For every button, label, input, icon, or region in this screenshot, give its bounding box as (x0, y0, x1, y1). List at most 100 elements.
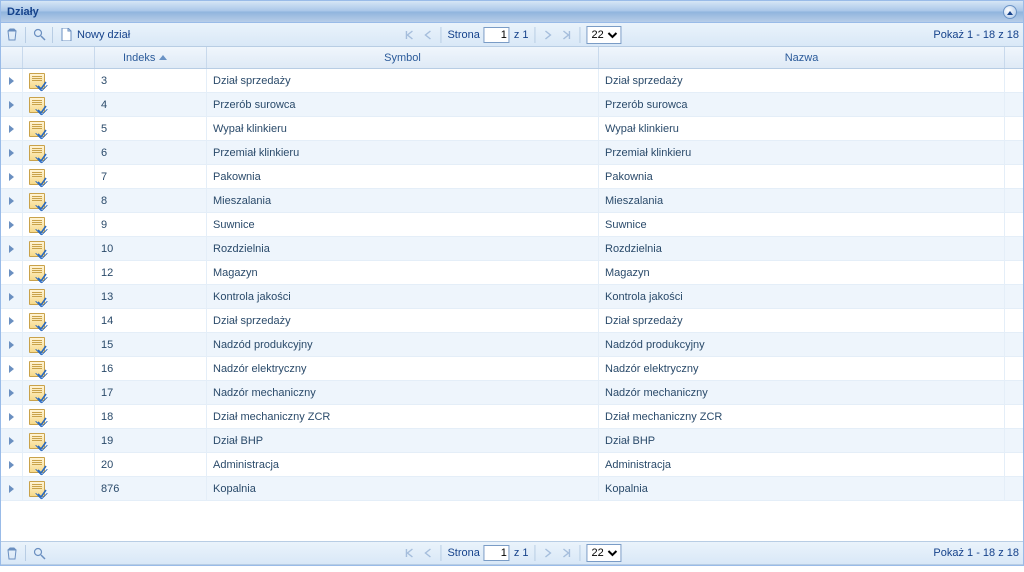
table-row[interactable]: 17Nadzór mechanicznyNadzór mechaniczny (1, 381, 1023, 405)
table-row[interactable]: 5Wypał klinkieruWypał klinkieru (1, 117, 1023, 141)
page-input[interactable] (484, 27, 510, 43)
edit-cell[interactable] (23, 117, 95, 140)
expand-cell[interactable] (1, 429, 23, 452)
edit-icon[interactable] (29, 241, 45, 257)
last-page-icon[interactable] (560, 546, 574, 560)
separator (535, 545, 536, 561)
table-row[interactable]: 16Nadzór elektrycznyNadzór elektryczny (1, 357, 1023, 381)
expand-cell[interactable] (1, 93, 23, 116)
edit-cell[interactable] (23, 237, 95, 260)
separator (440, 27, 441, 43)
expand-cell[interactable] (1, 213, 23, 236)
table-row[interactable]: 9SuwniceSuwnice (1, 213, 1023, 237)
header-nazwa[interactable]: Nazwa (599, 47, 1005, 68)
expand-cell[interactable] (1, 453, 23, 476)
search-icon[interactable] (32, 28, 46, 42)
edit-icon[interactable] (29, 457, 45, 473)
edit-icon[interactable] (29, 145, 45, 161)
edit-icon[interactable] (29, 73, 45, 89)
expand-cell[interactable] (1, 261, 23, 284)
table-row[interactable]: 10RozdzielniaRozdzielnia (1, 237, 1023, 261)
first-page-icon[interactable] (402, 28, 416, 42)
edit-cell[interactable] (23, 333, 95, 356)
table-row[interactable]: 7PakowniaPakownia (1, 165, 1023, 189)
separator (25, 545, 26, 561)
edit-icon[interactable] (29, 361, 45, 377)
edit-cell[interactable] (23, 69, 95, 92)
edit-cell[interactable] (23, 453, 95, 476)
expand-cell[interactable] (1, 381, 23, 404)
trash-icon[interactable] (5, 28, 19, 42)
header-symbol[interactable]: Symbol (207, 47, 599, 68)
edit-cell[interactable] (23, 357, 95, 380)
trash-icon[interactable] (5, 546, 19, 560)
table-row[interactable]: 13Kontrola jakościKontrola jakości (1, 285, 1023, 309)
page-size-select[interactable]: 22 (587, 544, 622, 562)
edit-cell[interactable] (23, 93, 95, 116)
edit-cell[interactable] (23, 189, 95, 212)
expand-cell[interactable] (1, 165, 23, 188)
sort-asc-icon (159, 55, 167, 60)
expand-cell[interactable] (1, 309, 23, 332)
edit-icon[interactable] (29, 217, 45, 233)
expand-cell[interactable] (1, 477, 23, 500)
table-row[interactable]: 14Dział sprzedażyDział sprzedaży (1, 309, 1023, 333)
table-row[interactable]: 3Dział sprzedażyDział sprzedaży (1, 69, 1023, 93)
edit-icon[interactable] (29, 409, 45, 425)
last-page-icon[interactable] (560, 28, 574, 42)
edit-cell[interactable] (23, 261, 95, 284)
new-item-button[interactable]: Nowy dział (59, 28, 130, 42)
table-row[interactable]: 20AdministracjaAdministracja (1, 453, 1023, 477)
expand-cell[interactable] (1, 285, 23, 308)
edit-cell[interactable] (23, 429, 95, 452)
edit-cell[interactable] (23, 405, 95, 428)
edit-icon[interactable] (29, 121, 45, 137)
edit-icon[interactable] (29, 265, 45, 281)
header-indeks[interactable]: Indeks (95, 47, 207, 68)
edit-cell[interactable] (23, 141, 95, 164)
edit-icon[interactable] (29, 169, 45, 185)
edit-icon[interactable] (29, 433, 45, 449)
table-row[interactable]: 15Nadzód produkcyjnyNadzód produkcyjny (1, 333, 1023, 357)
search-icon[interactable] (32, 546, 46, 560)
table-row[interactable]: 6Przemiał klinkieruPrzemiał klinkieru (1, 141, 1023, 165)
next-page-icon[interactable] (542, 28, 556, 42)
first-page-icon[interactable] (402, 546, 416, 560)
prev-page-icon[interactable] (420, 28, 434, 42)
table-row[interactable]: 18Dział mechaniczny ZCRDział mechaniczny… (1, 405, 1023, 429)
expand-cell[interactable] (1, 141, 23, 164)
prev-page-icon[interactable] (420, 546, 434, 560)
edit-icon[interactable] (29, 97, 45, 113)
edit-icon[interactable] (29, 481, 45, 497)
edit-cell[interactable] (23, 165, 95, 188)
edit-icon[interactable] (29, 313, 45, 329)
expand-cell[interactable] (1, 357, 23, 380)
cell-nazwa: Kontrola jakości (599, 285, 1005, 308)
edit-icon[interactable] (29, 289, 45, 305)
edit-cell[interactable] (23, 285, 95, 308)
edit-cell[interactable] (23, 381, 95, 404)
expand-cell[interactable] (1, 333, 23, 356)
page-size-select[interactable]: 22 (587, 26, 622, 44)
table-row[interactable]: 4Przerób surowcaPrzerób surowca (1, 93, 1023, 117)
table-row[interactable]: 876KopalniaKopalnia (1, 477, 1023, 501)
collapse-icon[interactable] (1003, 5, 1017, 19)
edit-icon[interactable] (29, 337, 45, 353)
expand-cell[interactable] (1, 117, 23, 140)
expand-cell[interactable] (1, 69, 23, 92)
edit-icon[interactable] (29, 193, 45, 209)
table-row[interactable]: 8MieszalaniaMieszalania (1, 189, 1023, 213)
page-input[interactable] (484, 545, 510, 561)
table-row[interactable]: 12MagazynMagazyn (1, 261, 1023, 285)
chevron-right-icon (9, 269, 14, 277)
edit-cell[interactable] (23, 477, 95, 500)
edit-icon[interactable] (29, 385, 45, 401)
expand-cell[interactable] (1, 237, 23, 260)
expand-cell[interactable] (1, 405, 23, 428)
next-page-icon[interactable] (542, 546, 556, 560)
edit-cell[interactable] (23, 309, 95, 332)
cell-end (1005, 141, 1023, 164)
edit-cell[interactable] (23, 213, 95, 236)
expand-cell[interactable] (1, 189, 23, 212)
table-row[interactable]: 19Dział BHPDział BHP (1, 429, 1023, 453)
